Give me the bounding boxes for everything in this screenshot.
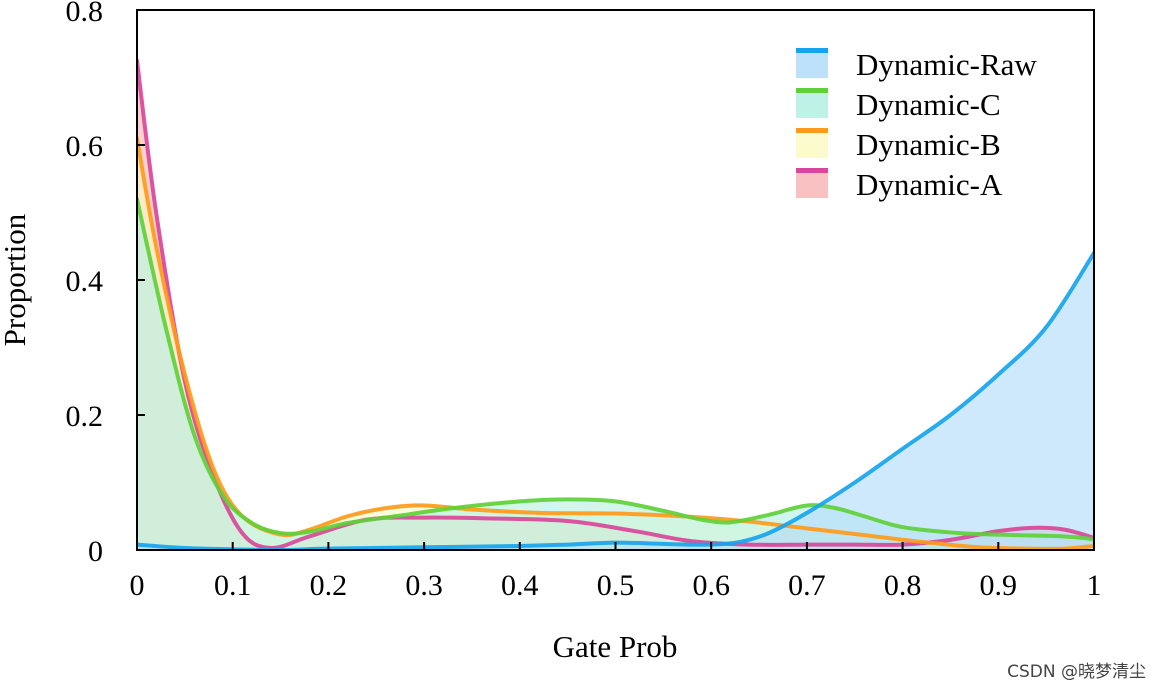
- legend-label: Dynamic-C: [856, 87, 1001, 122]
- legend-swatch-line: [796, 128, 828, 133]
- x-tick-label: 0.5: [597, 569, 635, 602]
- series-area-dynamic-raw: [137, 253, 1094, 550]
- legend-swatch-fill: [796, 92, 828, 118]
- legend: Dynamic-Raw Dynamic-C Dynamic-B Dynamic-A: [796, 47, 1037, 202]
- legend-swatch-line: [796, 168, 828, 173]
- legend-swatch-fill: [796, 52, 828, 78]
- axis-ticks: [136, 9, 1095, 551]
- watermark: CSDN @晓梦清尘: [1007, 662, 1146, 682]
- legend-swatch-line: [796, 88, 828, 93]
- x-axis-title: Gate Prob: [553, 629, 678, 664]
- x-tick-label: 0.6: [692, 569, 730, 602]
- x-tick-label: 0.4: [501, 569, 539, 602]
- x-tick-label: 0: [130, 569, 145, 602]
- y-tick-label: 0: [88, 535, 103, 568]
- legend-item-dynamic-a: Dynamic-A: [796, 167, 1003, 202]
- x-tick-label: 0.2: [310, 569, 348, 602]
- legend-item-dynamic-b: Dynamic-B: [796, 127, 1001, 162]
- y-tick-label: 0.4: [66, 265, 104, 298]
- x-tick-label: 0.7: [788, 569, 826, 602]
- y-tick-label: 0.2: [66, 400, 104, 433]
- series-line-dynamic-b: [137, 136, 1094, 550]
- y-tick-labels: 0 0.2 0.4 0.6 0.8: [66, 0, 104, 568]
- y-tick-label: 0.6: [66, 130, 104, 163]
- legend-swatch-fill: [796, 132, 828, 158]
- series-line-dynamic-c: [137, 197, 1094, 542]
- x-tick-label: 0.8: [884, 569, 922, 602]
- y-tick-label: 0.8: [66, 0, 104, 28]
- x-tick-label: 0.9: [980, 569, 1018, 602]
- x-tick-label: 0.3: [405, 569, 443, 602]
- legend-item-dynamic-c: Dynamic-C: [796, 87, 1001, 122]
- legend-swatch-fill: [796, 172, 828, 198]
- legend-item-dynamic-raw: Dynamic-Raw: [796, 47, 1037, 82]
- legend-label: Dynamic-A: [856, 167, 1003, 202]
- x-tick-label: 0.1: [214, 569, 252, 602]
- legend-label: Dynamic-Raw: [856, 47, 1037, 82]
- legend-swatch-line: [796, 48, 828, 53]
- series-line-dynamic-a: [137, 58, 1094, 550]
- legend-label: Dynamic-B: [856, 127, 1001, 162]
- y-axis-title: Proportion: [0, 213, 32, 346]
- x-tick-label: 1: [1087, 569, 1102, 602]
- x-tick-labels: 0 0.1 0.2 0.3 0.4 0.5 0.6 0.7 0.8 0.9 1: [130, 569, 1102, 602]
